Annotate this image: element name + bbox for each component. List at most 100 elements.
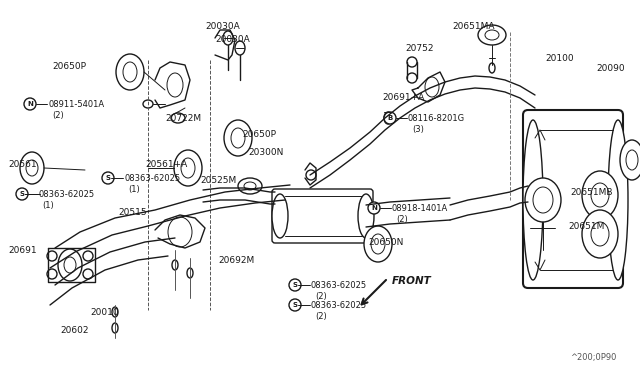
Ellipse shape [364,226,392,262]
Text: 20602: 20602 [60,326,88,335]
Text: 20561+A: 20561+A [145,160,188,169]
Text: 20650N: 20650N [368,238,403,247]
Ellipse shape [171,113,185,123]
Ellipse shape [489,63,495,73]
Circle shape [407,57,417,67]
Circle shape [47,251,57,261]
Ellipse shape [187,268,193,278]
Text: N: N [27,101,33,107]
Text: 08363-62025: 08363-62025 [124,174,180,183]
Ellipse shape [235,41,245,55]
Text: (1): (1) [42,201,54,210]
Text: 08363-62025: 08363-62025 [311,301,367,310]
Ellipse shape [244,182,256,190]
Ellipse shape [425,77,439,97]
Text: S: S [106,175,111,181]
Ellipse shape [116,54,144,90]
Ellipse shape [478,25,506,45]
Text: 20030A: 20030A [205,22,240,31]
Circle shape [407,73,417,83]
Circle shape [384,112,396,124]
FancyBboxPatch shape [272,189,373,243]
Ellipse shape [223,31,233,45]
Circle shape [83,251,93,261]
Ellipse shape [20,152,44,184]
Text: 20691: 20691 [8,246,36,255]
Ellipse shape [369,204,379,212]
Ellipse shape [181,158,195,178]
Ellipse shape [174,150,202,186]
Text: 20722M: 20722M [165,114,201,123]
Ellipse shape [172,260,178,270]
Ellipse shape [143,100,153,108]
Text: 08911-5401A: 08911-5401A [48,100,104,109]
Text: (2): (2) [315,312,327,321]
Text: 20692M: 20692M [218,256,254,265]
Text: 20752: 20752 [405,44,433,53]
Text: 20561: 20561 [8,160,36,169]
Text: 20525M: 20525M [200,176,236,185]
Circle shape [83,269,93,279]
Ellipse shape [224,120,252,156]
Text: 20100: 20100 [545,54,573,63]
Ellipse shape [525,178,561,222]
Text: (2): (2) [396,215,408,224]
Ellipse shape [168,217,192,247]
Ellipse shape [591,222,609,246]
Circle shape [24,98,36,110]
Text: 20650P: 20650P [52,62,86,71]
Ellipse shape [384,112,392,124]
Ellipse shape [26,160,38,176]
Text: FRONT: FRONT [392,276,432,286]
Ellipse shape [620,140,640,180]
Text: (1): (1) [128,185,140,194]
Text: 20090: 20090 [596,64,625,73]
Text: 20010: 20010 [90,308,118,317]
Text: 08116-8201G: 08116-8201G [408,114,465,123]
Ellipse shape [64,257,76,273]
Ellipse shape [112,307,118,317]
Text: B: B [387,115,392,121]
Text: 08918-1401A: 08918-1401A [392,204,448,213]
Ellipse shape [523,120,543,280]
Ellipse shape [582,210,618,258]
Ellipse shape [167,73,183,97]
Ellipse shape [123,62,137,82]
Text: S: S [292,302,298,308]
Text: S: S [19,191,24,197]
Ellipse shape [105,173,111,183]
Text: 20300N: 20300N [248,148,284,157]
Ellipse shape [485,30,499,40]
Text: N: N [371,205,377,211]
Circle shape [289,299,301,311]
Text: 20030A: 20030A [215,35,250,44]
Ellipse shape [533,187,553,213]
Ellipse shape [371,234,385,254]
Circle shape [368,202,380,214]
Text: 08363-62025: 08363-62025 [311,281,367,290]
Ellipse shape [112,323,118,333]
Text: 20651MB: 20651MB [570,188,612,197]
FancyBboxPatch shape [523,110,623,288]
Text: 20651M: 20651M [568,222,604,231]
Ellipse shape [231,128,245,148]
Ellipse shape [608,120,628,280]
Ellipse shape [591,183,609,207]
Circle shape [289,279,301,291]
Text: S: S [292,282,298,288]
Ellipse shape [238,178,262,194]
Ellipse shape [626,150,638,170]
Text: ^200;0P90: ^200;0P90 [570,353,616,362]
Ellipse shape [58,249,82,281]
Text: 08363-62025: 08363-62025 [38,190,94,199]
Text: 20651MA: 20651MA [452,22,495,31]
Circle shape [102,172,114,184]
Ellipse shape [272,194,288,238]
Circle shape [47,269,57,279]
Circle shape [16,188,28,200]
Text: (2): (2) [315,292,327,301]
Ellipse shape [582,171,618,219]
Text: 20691+A: 20691+A [382,93,424,102]
Circle shape [306,170,316,180]
Text: 20650P: 20650P [242,130,276,139]
